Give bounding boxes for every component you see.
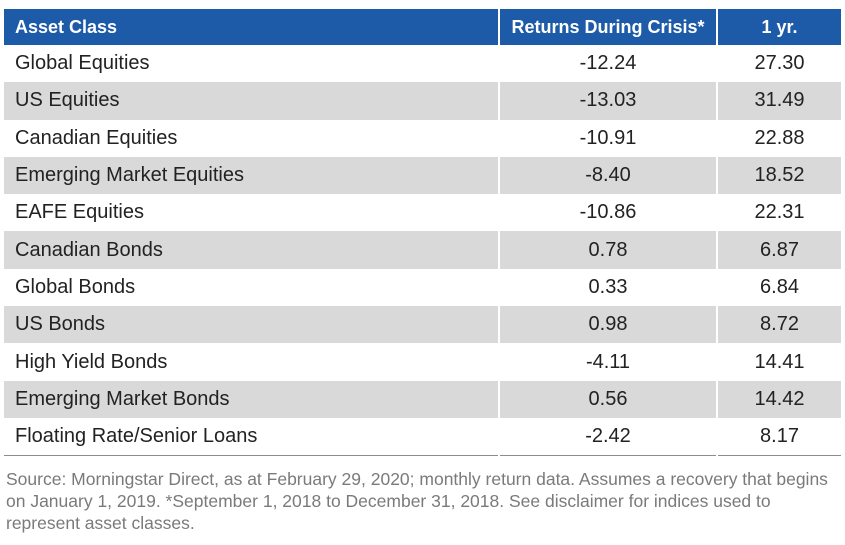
source-footnote: Source: Morningstar Direct, as at Februa… — [6, 469, 828, 533]
asset-class-cell: Canadian Equities — [4, 119, 500, 157]
table-row: Floating Rate/Senior Loans -2.42 8.17 — [4, 417, 841, 457]
one-year-return-cell: 14.42 — [716, 380, 841, 418]
asset-class-cell: Floating Rate/Senior Loans — [4, 417, 500, 457]
table-row: Emerging Market Bonds 0.56 14.42 — [4, 380, 841, 418]
asset-class-cell: Emerging Market Equities — [4, 156, 500, 195]
table-body: Global Equities -12.24 27.30 US Equities -13… — [4, 45, 841, 457]
crisis-return-cell: -10.86 — [498, 194, 718, 232]
asset-class-cell: US Bonds — [4, 306, 500, 344]
table-row: Canadian Equities -10.91 22.88 — [4, 119, 841, 157]
crisis-return-cell: 0.33 — [498, 268, 718, 307]
asset-class-cell: High Yield Bonds — [4, 343, 500, 381]
crisis-return-cell: -13.03 — [498, 82, 718, 120]
one-year-return-cell: 22.31 — [716, 194, 841, 232]
crisis-return-cell: 0.56 — [498, 380, 718, 418]
crisis-return-cell: -4.11 — [498, 343, 718, 381]
table-row: Canadian Bonds 0.78 6.87 — [4, 231, 841, 269]
one-year-return-cell: 8.17 — [716, 417, 841, 457]
table-row: US Bonds 0.98 8.72 — [4, 306, 841, 344]
table-row: US Equities -13.03 31.49 — [4, 82, 841, 120]
asset-class-cell: US Equities — [4, 82, 500, 120]
one-year-return-cell: 27.30 — [716, 45, 841, 83]
table-header-row: Asset Class Returns During Crisis* 1 yr. — [4, 9, 841, 45]
one-year-return-cell: 6.84 — [716, 268, 841, 307]
header-one-year: 1 yr. — [717, 9, 841, 45]
table-row: EAFE Equities -10.86 22.31 — [4, 194, 841, 232]
asset-class-cell: Global Bonds — [4, 268, 500, 307]
crisis-return-cell: 0.98 — [498, 306, 718, 344]
one-year-return-cell: 31.49 — [716, 82, 841, 120]
crisis-return-cell: -2.42 — [498, 417, 718, 457]
table-row: High Yield Bonds -4.11 14.41 — [4, 343, 841, 381]
asset-class-cell: Emerging Market Bonds — [4, 380, 500, 418]
table-row: Emerging Market Equities -8.40 18.52 — [4, 156, 841, 195]
one-year-return-cell: 14.41 — [716, 343, 841, 381]
crisis-return-cell: -12.24 — [498, 45, 718, 83]
header-returns-during-crisis: Returns During Crisis* — [499, 9, 718, 45]
table-row: Global Bonds 0.33 6.84 — [4, 268, 841, 307]
asset-class-cell: Canadian Bonds — [4, 231, 500, 269]
crisis-return-cell: -10.91 — [498, 119, 718, 157]
table-row: Global Equities -12.24 27.30 — [4, 45, 841, 83]
one-year-return-cell: 8.72 — [716, 306, 841, 344]
asset-class-cell: Global Equities — [4, 45, 500, 83]
one-year-return-cell: 18.52 — [716, 156, 841, 195]
returns-table: Asset Class Returns During Crisis* 1 yr.… — [4, 9, 841, 457]
one-year-return-cell: 22.88 — [716, 119, 841, 157]
header-asset-class: Asset Class — [4, 9, 500, 45]
one-year-return-cell: 6.87 — [716, 231, 841, 269]
asset-class-cell: EAFE Equities — [4, 194, 500, 232]
crisis-return-cell: 0.78 — [498, 231, 718, 269]
crisis-return-cell: -8.40 — [498, 156, 718, 195]
